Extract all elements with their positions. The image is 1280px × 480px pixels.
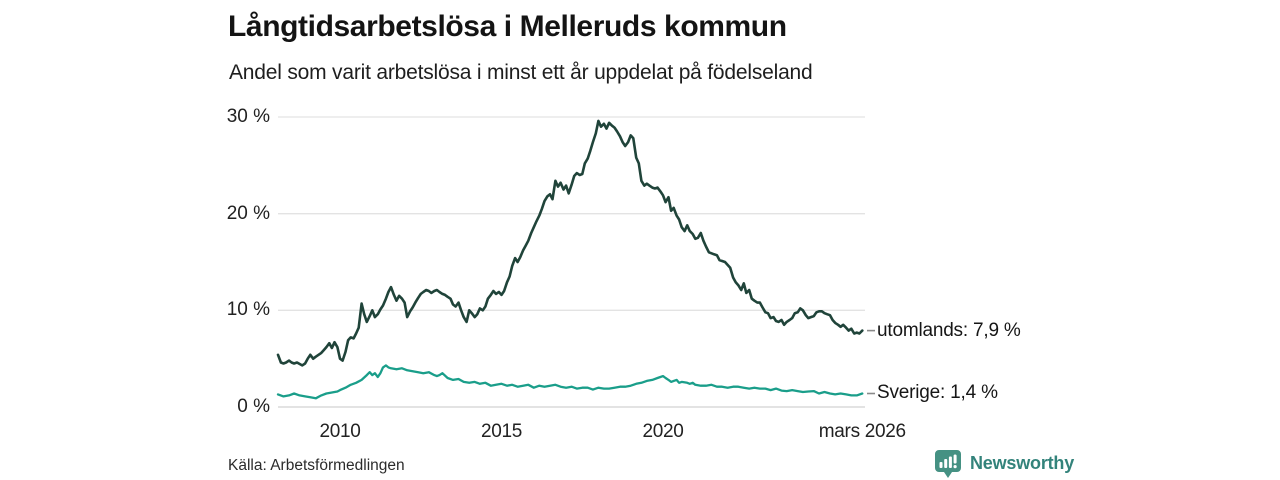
sverige-end-label: Sverige: 1,4 %: [877, 382, 998, 404]
sverige-line: [276, 364, 864, 400]
x-tick-label: 2010: [319, 421, 361, 442]
newsworthy-wordmark: Newsworthy: [970, 453, 1075, 473]
x-tick-label: 2015: [480, 421, 523, 442]
y-tick-label: 20 %: [226, 202, 270, 224]
source-note: Källa: Arbetsförmedlingen: [228, 457, 405, 474]
chart-subtitle: Andel som varit arbetslösa i minst ett å…: [229, 61, 813, 84]
y-tick-label: 30 %: [226, 106, 270, 127]
page-title: Långtidsarbetslösa i Melleruds kommun: [228, 10, 787, 43]
utomlands-end-label: utomlands: 7,9 %: [877, 319, 1021, 341]
newsworthy-brand[interactable]: Newsworthy: [934, 449, 1074, 478]
x-tick-label: 2020: [642, 421, 684, 442]
y-tick-label: 10 %: [226, 299, 270, 321]
x-tick-label: mars 2026: [818, 421, 906, 442]
y-tick-label: 0 %: [237, 396, 270, 417]
utomlands-line: [276, 119, 864, 367]
newsworthy-logo-icon: [935, 450, 961, 478]
